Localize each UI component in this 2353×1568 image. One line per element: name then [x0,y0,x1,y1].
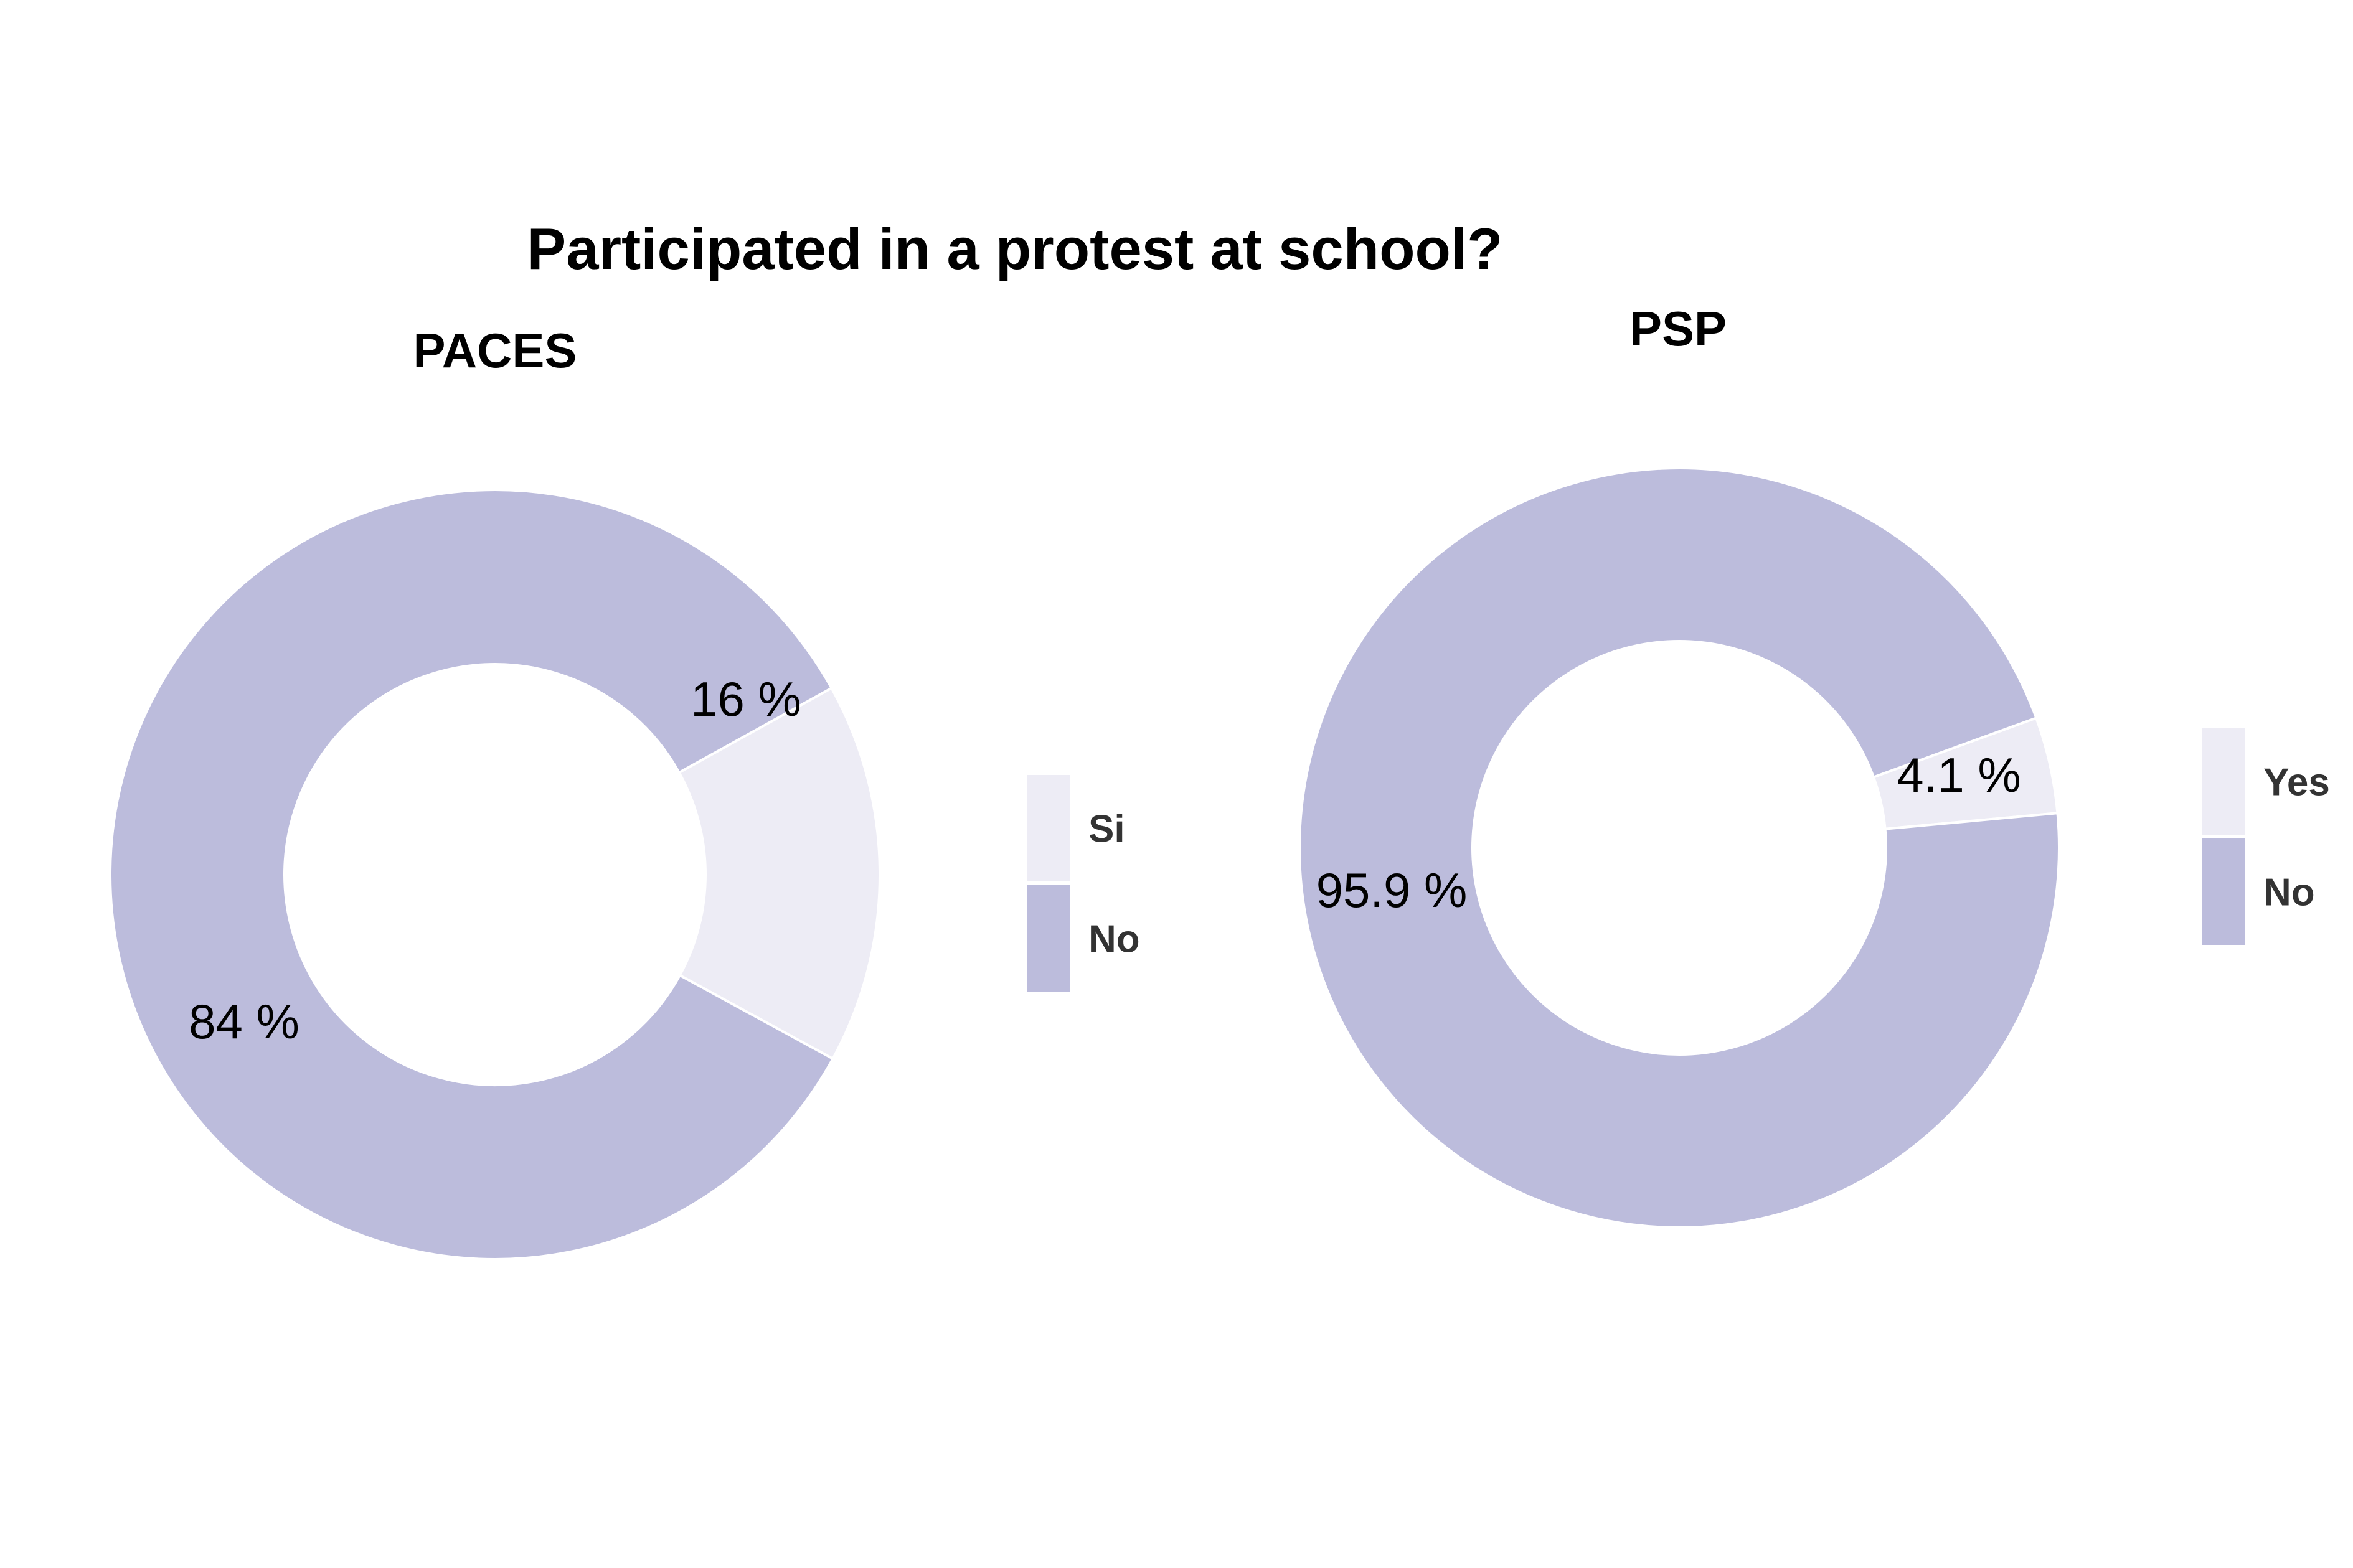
paces-slice-label-no: 84 % [189,994,299,1049]
psp-subtitle: PSP [1629,301,1727,356]
psp-slice-no [1298,467,2060,1229]
psp-legend-label-no: No [2263,871,2315,914]
paces-slice-label-si: 16 % [691,672,801,726]
psp-legend: Yes No [2202,728,2330,945]
psp-panel: PSP 4.1 % 95.9 % Yes No [1298,301,2330,1229]
paces-panel: PACES 16 % 84 % Si No [109,323,1140,1261]
psp-donut [1298,467,2060,1229]
psp-legend-swatch-yes [2202,728,2245,835]
paces-legend-label-si: Si [1088,808,1125,851]
psp-slice-label-no: 95.9 % [1316,863,1468,918]
paces-slice-labels: 16 % 84 % [189,672,801,1049]
paces-subtitle: PACES [413,323,577,378]
psp-slice-labels: 4.1 % 95.9 % [1316,748,2021,918]
psp-legend-swatch-no [2202,838,2245,945]
psp-legend-label-yes: Yes [2263,761,2330,804]
chart-title: Participated in a protest at school? [527,216,1503,281]
paces-donut [109,488,881,1261]
paces-legend-swatch-no [1027,885,1070,992]
psp-slice-label-yes: 4.1 % [1897,748,2021,802]
paces-legend-swatch-si [1027,775,1070,881]
paces-legend-label-no: No [1088,918,1140,961]
paces-slice-no [109,488,835,1261]
paces-slice-si [677,686,881,1061]
paces-legend: Si No [1027,775,1140,992]
